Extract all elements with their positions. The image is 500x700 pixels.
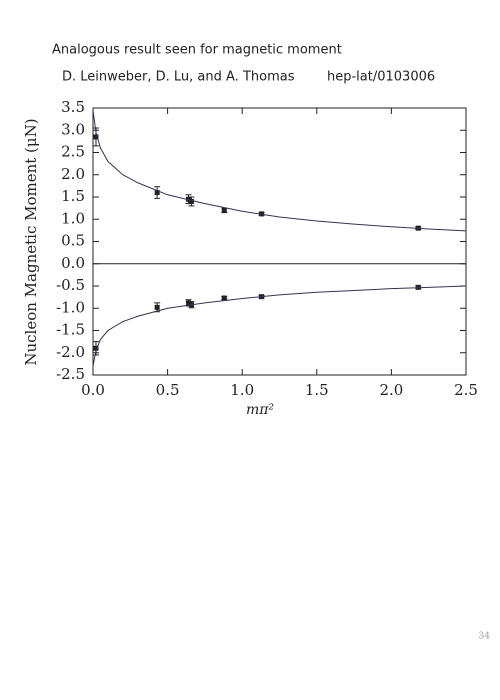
y-tick-label: 0.0 — [61, 254, 85, 272]
data-point — [185, 196, 191, 202]
data-point — [154, 190, 160, 196]
x-tick-label: 0.0 — [81, 381, 105, 399]
y-tick-label: -0.5 — [56, 276, 85, 294]
y-tick-label: -2.0 — [56, 343, 85, 361]
x-tick-label: 1.5 — [305, 381, 329, 399]
x-axis-label: mπ² — [246, 402, 274, 418]
y-tick-label: 2.0 — [61, 165, 85, 183]
data-point — [93, 345, 99, 351]
data-point — [93, 134, 99, 140]
data-point — [221, 295, 227, 301]
data-point — [185, 300, 191, 306]
x-tick-label: 1.0 — [230, 381, 254, 399]
y-tick-label: -1.5 — [56, 321, 85, 339]
slide-title: Analogous result seen for magnetic momen… — [52, 43, 342, 58]
x-tick-label: 0.5 — [156, 381, 180, 399]
fit-curve — [92, 285, 467, 367]
y-tick-label: 0.5 — [61, 232, 85, 250]
y-tick-label: 1.0 — [61, 209, 85, 227]
data-point — [154, 304, 160, 310]
y-tick-label: 2.5 — [61, 143, 85, 161]
y-tick-label: 3.0 — [61, 120, 85, 138]
data-point — [188, 198, 194, 204]
y-tick-label: -2.5 — [56, 365, 85, 383]
data-point — [221, 207, 227, 213]
authors: D. Leinweber, D. Lu, and A. Thomas — [62, 70, 295, 85]
fit-curve — [92, 110, 467, 232]
y-tick-label: -1.0 — [56, 298, 85, 316]
y-axis-label: Nucleon Magnetic Moment (μN) — [22, 118, 40, 365]
y-tick-label: 3.5 — [61, 98, 85, 116]
x-tick-label: 2.0 — [379, 381, 403, 399]
x-tick-label: 2.5 — [454, 381, 478, 399]
plot-frame — [92, 107, 467, 376]
page-number: 34 — [479, 632, 491, 642]
reference: hep-lat/0103006 — [327, 70, 435, 85]
y-tick-label: 1.5 — [61, 187, 85, 205]
